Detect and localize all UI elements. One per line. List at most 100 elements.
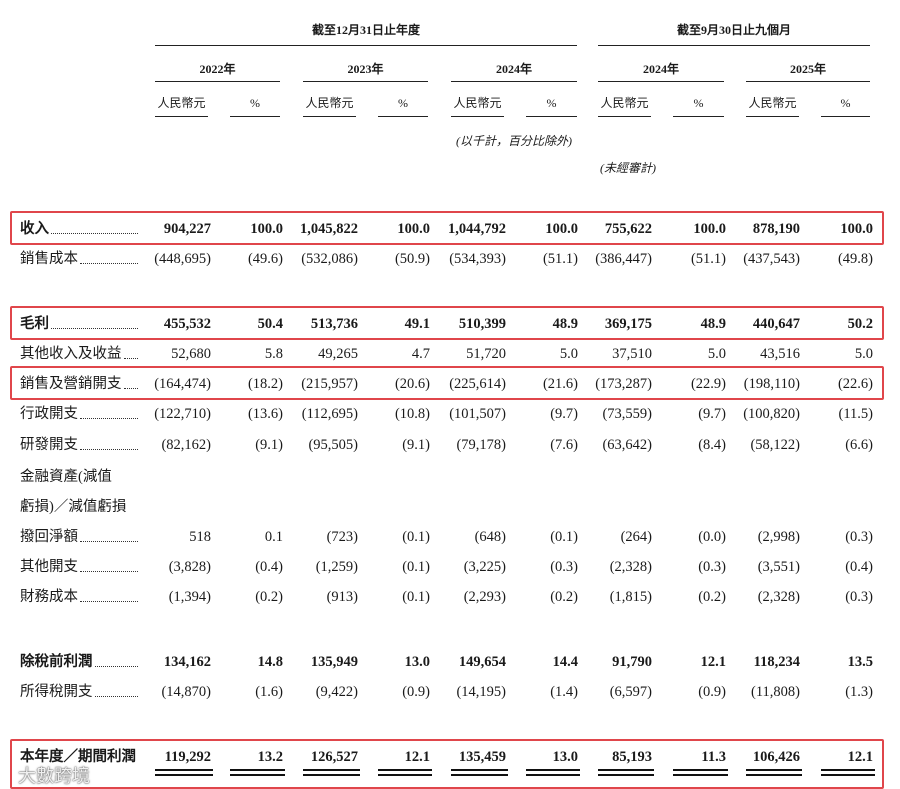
percent-header: %	[250, 96, 260, 110]
value-cell: 440,647	[752, 315, 800, 332]
value-cell: (6,597)	[609, 683, 652, 700]
value-cell: 0.1	[264, 528, 283, 545]
year-rule	[598, 81, 724, 82]
double-underline	[155, 769, 213, 776]
value-cell: (0.1)	[402, 558, 430, 575]
row-label: 金融資產(減值	[20, 468, 112, 485]
currency-header: 人民幣元	[453, 96, 502, 110]
value-cell: (63,642)	[602, 436, 652, 453]
value-cell: (648)	[474, 528, 506, 545]
value-cell: 13.0	[404, 653, 430, 670]
row-label: 撥回淨額	[20, 528, 78, 545]
year-header: 2023年	[347, 62, 384, 76]
value-cell: (73,559)	[602, 405, 652, 422]
value-cell: (13.6)	[247, 405, 283, 422]
value-cell: (0.3)	[845, 528, 873, 545]
value-cell: (2,328)	[757, 588, 800, 605]
value-cell: (9.1)	[255, 436, 283, 453]
value-cell: (51.1)	[542, 250, 578, 267]
value-cell: (448,695)	[154, 250, 211, 267]
currency-header: 人民幣元	[600, 96, 649, 110]
value-cell: 755,622	[604, 220, 652, 237]
value-cell: (50.9)	[394, 250, 430, 267]
sub-rule	[451, 116, 504, 117]
highlight-box	[10, 739, 884, 789]
leader-dots	[80, 571, 138, 572]
leader-dots	[123, 358, 138, 359]
double-underline	[230, 769, 285, 776]
value-cell: (0.4)	[255, 558, 283, 575]
value-cell: 100.0	[397, 220, 430, 237]
double-underline	[746, 769, 802, 776]
value-cell: (0.1)	[402, 588, 430, 605]
leader-dots	[80, 601, 138, 602]
value-cell: 14.4	[552, 653, 578, 670]
value-cell: 52,680	[171, 345, 211, 362]
value-cell: 100.0	[840, 220, 873, 237]
value-cell: (2,328)	[609, 558, 652, 575]
value-cell: 48.9	[552, 315, 578, 332]
value-cell: (215,957)	[301, 375, 358, 392]
value-cell: (22.6)	[837, 375, 873, 392]
value-cell: (0.9)	[402, 683, 430, 700]
value-cell: (0.1)	[550, 528, 578, 545]
value-cell: 4.7	[411, 345, 430, 362]
value-cell: 91,790	[612, 653, 652, 670]
value-cell: 878,190	[752, 220, 800, 237]
value-cell: (79,178)	[456, 436, 506, 453]
leader-dots	[80, 263, 138, 264]
value-cell: (0.3)	[550, 558, 578, 575]
value-cell: (1,394)	[168, 588, 211, 605]
value-cell: 119,292	[164, 748, 211, 765]
value-cell: (3,225)	[463, 558, 506, 575]
currency-header: 人民幣元	[748, 96, 797, 110]
row-label: 行政開支	[20, 405, 78, 422]
value-cell: (10.8)	[394, 405, 430, 422]
value-cell: (0.3)	[698, 558, 726, 575]
group-rule	[598, 45, 870, 46]
value-cell: (1.6)	[255, 683, 283, 700]
value-cell: 13.0	[552, 748, 578, 765]
unaudited-note: (未經審計)	[600, 161, 656, 175]
value-cell: (0.3)	[845, 588, 873, 605]
group-header: 截至9月30日止九個月	[676, 23, 791, 37]
year-header: 2025年	[789, 62, 826, 76]
value-cell: (20.6)	[394, 375, 430, 392]
row-label: 其他開支	[20, 558, 78, 575]
value-cell: (11,808)	[751, 683, 800, 700]
sub-rule	[230, 116, 280, 117]
value-cell: 904,227	[163, 220, 211, 237]
leader-dots	[51, 328, 138, 329]
value-cell: (164,474)	[154, 375, 211, 392]
value-cell: (9,422)	[315, 683, 358, 700]
value-cell: 100.0	[693, 220, 726, 237]
row-label: 其他收入及收益	[20, 345, 122, 362]
value-cell: 1,044,792	[448, 220, 506, 237]
value-cell: (101,507)	[449, 405, 506, 422]
value-cell: (18.2)	[247, 375, 283, 392]
value-cell: (122,710)	[154, 405, 211, 422]
value-cell: (14,870)	[161, 683, 211, 700]
group-rule	[155, 45, 577, 46]
double-underline	[598, 769, 654, 776]
value-cell: (112,695)	[301, 405, 358, 422]
value-cell: 118,234	[753, 653, 800, 670]
value-cell: (6.6)	[845, 436, 873, 453]
value-cell: (0.2)	[550, 588, 578, 605]
value-cell: (913)	[326, 588, 358, 605]
double-underline	[303, 769, 360, 776]
year-rule	[303, 81, 428, 82]
year-header: 2024年	[642, 62, 679, 76]
row-label: 收入	[20, 220, 49, 237]
row-label: 毛利	[20, 315, 49, 332]
value-cell: (2,998)	[757, 528, 800, 545]
value-cell: (51.1)	[690, 250, 726, 267]
value-cell: (0.2)	[698, 588, 726, 605]
value-cell: (723)	[326, 528, 358, 545]
sub-rule	[821, 116, 870, 117]
value-cell: 13.2	[257, 748, 283, 765]
value-cell: 12.1	[700, 653, 726, 670]
leader-dots	[80, 418, 138, 419]
percent-header: %	[693, 96, 704, 110]
